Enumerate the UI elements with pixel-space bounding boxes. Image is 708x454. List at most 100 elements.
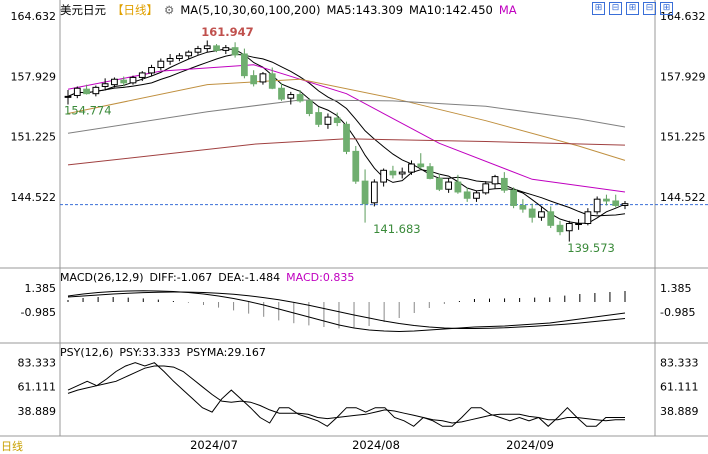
candle-body [547, 211, 555, 226]
candle-body [500, 177, 508, 191]
candle-body [510, 189, 517, 206]
candle-body [73, 87, 81, 96]
psy-y-tick-right: 83.333 [660, 356, 699, 369]
candle-body [584, 211, 592, 225]
macd-y-tick-right: -0.985 [660, 306, 695, 319]
low-annotation: 139.573 [567, 241, 615, 255]
candle-body [222, 47, 230, 51]
psy-y-tick-right: 38.889 [660, 405, 699, 418]
macd-dea-value: DEA:-1.484 [218, 271, 281, 284]
candle-body [473, 192, 480, 199]
macd-y-tick-right: 1.385 [660, 282, 692, 295]
period-label[interactable]: 【日线】 [112, 3, 158, 17]
candle-body [445, 181, 452, 190]
candle-body [315, 112, 323, 125]
ma5-value: MA5:143.309 [326, 3, 404, 17]
candle-body [621, 203, 629, 206]
toolbar: ⊞ ⊟ ⊞ ⊟ ⊞ [592, 2, 673, 15]
candle-body [435, 177, 443, 190]
candle-body [575, 223, 582, 226]
candle-body [389, 170, 397, 176]
diff-line [67, 290, 626, 333]
candle-body [519, 204, 527, 210]
macd-y-tick: -0.985 [21, 306, 56, 319]
ma100-line [67, 99, 626, 134]
candle-body [259, 73, 267, 83]
candle-body [138, 72, 146, 78]
y-tick-label-right: 144.522 [660, 191, 706, 204]
candle-body [380, 169, 388, 183]
ma-more-label: MA [498, 3, 517, 17]
ma60-line [67, 78, 626, 161]
candle-body [296, 94, 304, 102]
candle-body [64, 95, 72, 98]
candle-body [148, 67, 155, 74]
x-tick-label: 2024/08 [352, 438, 400, 452]
macd-params-label: MACD(26,12,9) [60, 271, 144, 284]
candle-body [417, 163, 425, 168]
candle-body [612, 200, 620, 206]
candle-body [454, 181, 462, 193]
candle-body [92, 86, 100, 95]
y-tick-label-right: 157.929 [660, 70, 706, 83]
candle-body [185, 51, 193, 57]
macd-diff-value: DIFF:-1.067 [149, 271, 213, 284]
candle-body [352, 150, 360, 182]
low-annotation: 141.683 [373, 222, 421, 236]
candle-body [101, 83, 109, 87]
psy-y-tick: 61.111 [18, 381, 57, 394]
candle-body [528, 208, 536, 218]
psyma-line [67, 365, 625, 424]
candle-body [463, 191, 471, 199]
candle-body [120, 79, 128, 84]
candle-body [83, 88, 90, 95]
candle-body [565, 223, 573, 232]
candle-body [333, 117, 341, 124]
psy-value: PSY:33.333 [119, 346, 181, 359]
candle-body [111, 78, 118, 86]
candle-body [278, 87, 285, 100]
psy-y-tick-right: 61.111 [660, 381, 699, 394]
candle-body [203, 45, 211, 50]
candle-body [129, 76, 137, 84]
candle-body [305, 100, 313, 115]
candle-body [157, 60, 165, 69]
y-tick-label: 164.632 [11, 10, 57, 23]
candle-body [250, 75, 258, 85]
candle-body [482, 183, 490, 194]
expand-button[interactable]: ⊞ [626, 2, 639, 15]
candle-body [166, 57, 174, 62]
candle-body [241, 53, 248, 77]
psy-header: PSY(12,6) PSY:33.333 PSYMA:29.167 [60, 346, 272, 359]
symbol-label: 美元日元 [60, 3, 106, 17]
ma10-value: MA10:142.450 [409, 3, 493, 17]
low-annotation: 154.774 [64, 104, 112, 118]
y-tick-label: 144.522 [11, 191, 57, 204]
high-annotation: 161.947 [201, 25, 253, 39]
ma-params-label: MA(5,10,30,60,100,200) [180, 3, 321, 17]
macd-value: MACD:0.835 [286, 271, 355, 284]
psy-line [67, 362, 625, 427]
candle-body [370, 181, 378, 204]
period-tag[interactable]: 日线 [1, 440, 23, 453]
candle-body [268, 73, 276, 89]
x-tick-label: 2024/09 [506, 438, 554, 452]
candle-body [231, 47, 239, 56]
y-tick-label-right: 164.632 [660, 10, 706, 23]
zoom-in-button[interactable]: ⊞ [592, 2, 605, 15]
fullscreen-button[interactable]: ⊞ [660, 2, 673, 15]
candle-body [491, 176, 499, 185]
candle-body [287, 94, 295, 99]
ma10-line [67, 53, 626, 217]
macd-header: MACD(26,12,9) DIFF:-1.067 DEA:-1.484 MACD:0… [60, 271, 360, 284]
zoom-out-button[interactable]: ⊟ [609, 2, 622, 15]
main-header: 美元日元 【日线】 ⚙ MA(5,10,30,60,100,200) MA5:143.3… [60, 3, 523, 17]
ma-settings-icon[interactable]: ⚙ [164, 3, 175, 17]
psy-params-label: PSY(12,6) [60, 346, 114, 359]
candle-body [398, 171, 406, 175]
dea-line [67, 291, 626, 329]
shrink-button[interactable]: ⊟ [643, 2, 656, 15]
psy-y-tick: 83.333 [18, 356, 57, 369]
candle-body [343, 123, 350, 152]
